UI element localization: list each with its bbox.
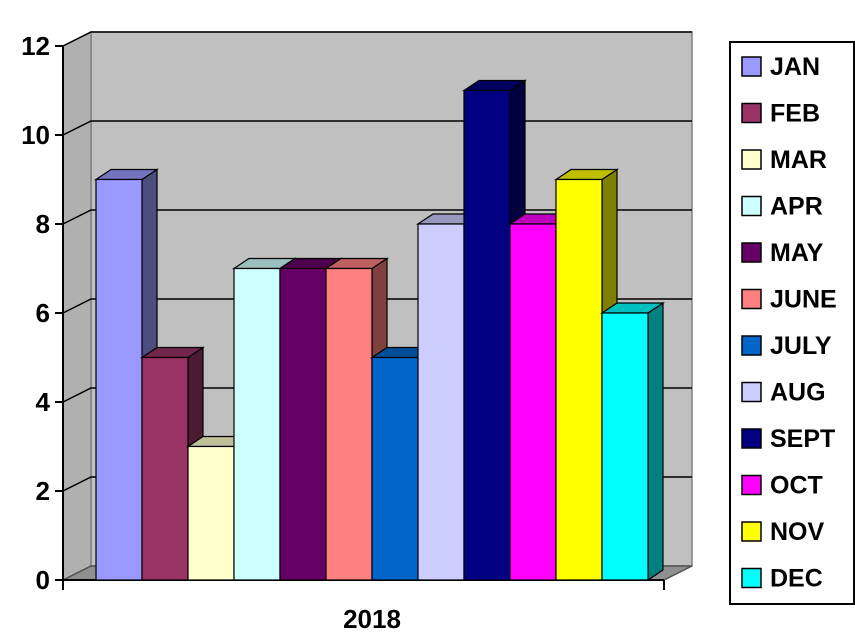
y-tick-label: 2 <box>36 476 50 506</box>
legend-item-nov: NOV <box>741 518 825 546</box>
legend-item-aug: AUG <box>741 379 826 407</box>
axis-labels: 0 2 4 6 8 10 12 2018 <box>21 31 401 634</box>
bar-front <box>417 223 465 581</box>
legend-item-sept: SEPT <box>741 425 835 453</box>
legend-label: FEB <box>770 100 820 128</box>
legend-swatch <box>741 381 762 403</box>
y-tick-label: 8 <box>36 209 50 239</box>
legend-item-apr: APR <box>741 193 823 221</box>
legend-swatch <box>741 195 762 217</box>
y-tick-label: 4 <box>36 387 51 417</box>
bar-front <box>325 267 373 581</box>
legend-label: NOV <box>770 518 825 546</box>
y-tick-label: 10 <box>21 120 50 150</box>
bar-front <box>371 356 419 581</box>
legend-label: MAY <box>770 239 824 267</box>
legend-label: MAR <box>770 146 827 174</box>
bar-front <box>187 445 235 581</box>
legend-label: OCT <box>770 472 823 500</box>
legend-item-feb: FEB <box>741 100 820 128</box>
bar-front <box>141 356 189 581</box>
legend-swatch <box>741 242 762 263</box>
bar-front <box>463 89 511 581</box>
bar-front <box>601 312 649 581</box>
legend-swatch <box>741 149 762 170</box>
legend-label: JUNE <box>770 286 837 314</box>
legend-label: DEC <box>770 565 823 593</box>
legend-item-may: MAY <box>741 239 824 267</box>
legend-item-july: JULY <box>741 332 832 360</box>
bar-front <box>509 223 557 581</box>
legend-item-oct: OCT <box>741 472 823 500</box>
y-tick-label: 0 <box>36 565 50 595</box>
legend-swatch <box>741 428 762 449</box>
legend-swatch <box>741 102 762 124</box>
legend-swatch <box>741 521 762 542</box>
bar-dec <box>600 301 665 582</box>
legend-swatch <box>741 474 762 496</box>
bar-front <box>233 267 281 581</box>
legend-label: JAN <box>770 53 820 81</box>
legend-label: AUG <box>770 379 826 407</box>
legend-item-june: JUNE <box>741 286 837 314</box>
bar-front <box>279 267 327 581</box>
legend-swatch <box>741 56 762 77</box>
bar-front <box>95 178 143 581</box>
legend-box <box>729 41 855 605</box>
legend-item-dec: DEC <box>741 565 823 593</box>
legend-label: APR <box>770 193 823 221</box>
legend-swatch <box>741 335 762 356</box>
bars <box>94 79 665 582</box>
legend-swatch <box>741 288 762 310</box>
x-category-label: 2018 <box>343 604 401 634</box>
legend-label: SEPT <box>770 425 835 453</box>
legend-label: JULY <box>770 332 832 360</box>
legend-swatch <box>741 567 762 589</box>
y-tick-label: 6 <box>36 298 50 328</box>
bar-front <box>555 178 603 581</box>
bar-side <box>647 301 664 582</box>
legend-item-jan: JAN <box>741 53 820 81</box>
legend-item-mar: MAR <box>741 146 827 174</box>
gridline <box>62 31 692 47</box>
legend: JAN FEB MAR APR MAY JUNE JULY AUG SEPT OCT NOV DEC <box>729 41 855 605</box>
y-tick-label: 12 <box>21 31 50 61</box>
